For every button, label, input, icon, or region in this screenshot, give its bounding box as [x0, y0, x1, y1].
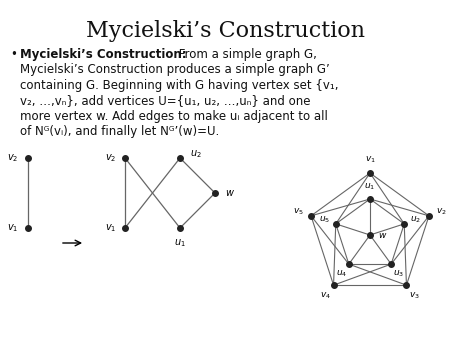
Text: $v_1$: $v_1$ [7, 222, 18, 234]
Text: Mycielski’s Construction:: Mycielski’s Construction: [20, 48, 187, 61]
Text: •: • [10, 48, 17, 61]
Text: more vertex w. Add edges to make uᵢ adjacent to all: more vertex w. Add edges to make uᵢ adja… [20, 110, 328, 123]
Text: $v_5$: $v_5$ [293, 207, 304, 217]
Text: $u_1$: $u_1$ [364, 182, 376, 192]
Text: $v_2$: $v_2$ [436, 207, 447, 217]
Text: $u_1$: $u_1$ [174, 237, 186, 249]
Text: of Nᴳ(vᵢ), and finally let Nᴳ’(w)=U.: of Nᴳ(vᵢ), and finally let Nᴳ’(w)=U. [20, 125, 219, 139]
Text: $u_3$: $u_3$ [392, 269, 404, 279]
Text: v₂, …,vₙ}, add vertices U={u₁, u₂, …,uₙ} and one: v₂, …,vₙ}, add vertices U={u₁, u₂, …,uₙ}… [20, 95, 310, 107]
Text: $v_2$: $v_2$ [7, 152, 18, 164]
Text: $u_2$: $u_2$ [190, 148, 202, 160]
Text: $w$: $w$ [378, 231, 387, 240]
Text: containing G. Beginning with G having vertex set {v₁,: containing G. Beginning with G having ve… [20, 79, 338, 92]
Text: $v_2$: $v_2$ [105, 152, 116, 164]
Text: $u_4$: $u_4$ [336, 269, 347, 279]
Text: $u_5$: $u_5$ [319, 215, 330, 225]
Text: Mycielski’s Construction produces a simple graph G’: Mycielski’s Construction produces a simp… [20, 64, 330, 76]
Text: Mycielski’s Construction: Mycielski’s Construction [86, 20, 365, 42]
Text: $v_3$: $v_3$ [409, 290, 419, 301]
Text: $v_1$: $v_1$ [364, 155, 375, 165]
Text: $v_4$: $v_4$ [320, 290, 331, 301]
Text: From a simple graph G,: From a simple graph G, [175, 48, 317, 61]
Text: $v_1$: $v_1$ [104, 222, 116, 234]
Text: $w$: $w$ [225, 188, 235, 198]
Text: $u_2$: $u_2$ [410, 215, 421, 225]
